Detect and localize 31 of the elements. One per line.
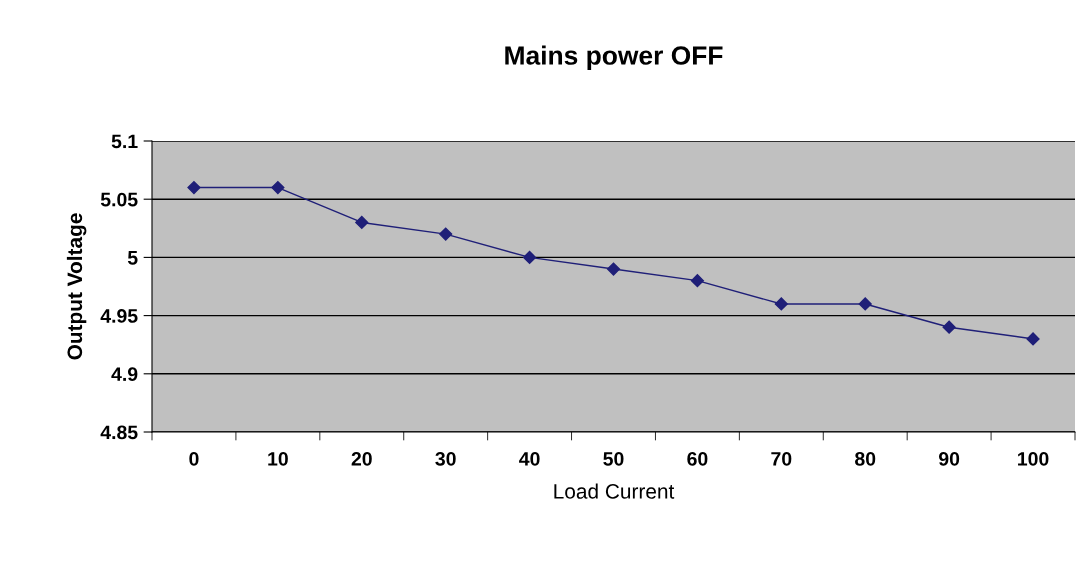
y-tick-label: 4.9 <box>111 367 138 382</box>
point <box>942 320 956 334</box>
point <box>858 297 872 311</box>
y-tick-label: 5 <box>127 251 138 265</box>
x-axis-title: Load Current <box>554 483 675 499</box>
x-tick-label: 40 <box>519 451 540 466</box>
point <box>1026 332 1040 346</box>
y-axis-title: Output Voltage <box>66 213 87 360</box>
x-tick-label: 90 <box>939 451 960 466</box>
point <box>523 250 537 264</box>
x-tick-label: 20 <box>351 451 372 466</box>
chart-title: Mains power OFF <box>505 45 723 71</box>
x-tick-label: 0 <box>189 451 199 466</box>
x-tick-label: 100 <box>1018 451 1049 466</box>
y-tick-label: 5.1 <box>111 134 138 149</box>
x-tick-label: 50 <box>603 451 624 466</box>
point <box>774 297 788 311</box>
x-tick-label: 30 <box>435 451 456 466</box>
x-tick-label: 70 <box>771 451 792 466</box>
point <box>187 180 201 195</box>
point <box>606 262 621 276</box>
point <box>439 227 453 241</box>
y-tick-label: 4.85 <box>100 425 138 440</box>
point <box>271 180 285 195</box>
y-tick-label: 5.05 <box>100 192 138 207</box>
x-tick-label: 80 <box>855 451 876 466</box>
x-tick-label: 10 <box>268 451 288 466</box>
point <box>690 274 704 288</box>
point <box>355 215 369 230</box>
x-tick-label: 60 <box>687 451 708 466</box>
y-tick-label: 4.95 <box>100 309 138 323</box>
